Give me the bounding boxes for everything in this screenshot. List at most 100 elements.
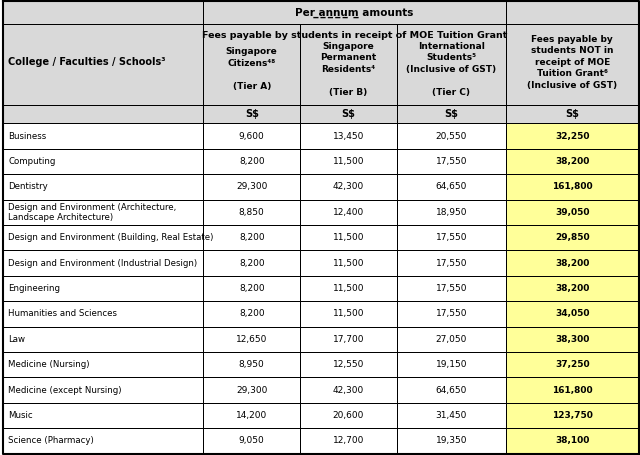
Bar [204,250,300,276]
Text: 38,200: 38,200 [555,284,589,293]
Text: 11,500: 11,500 [333,309,364,318]
Bar [506,149,639,174]
Bar [397,174,506,200]
Text: 9,600: 9,600 [239,131,264,141]
Text: Design and Environment (Industrial Design): Design and Environment (Industrial Desig… [8,258,198,268]
Bar [3,225,204,250]
Bar [3,276,204,301]
Text: 13,450: 13,450 [333,131,364,141]
Bar [3,105,204,123]
Text: Singapore
Permanent
Residents⁴

(Tier B): Singapore Permanent Residents⁴ (Tier B) [320,42,376,96]
Text: S$: S$ [565,109,579,119]
Bar [397,250,506,276]
Text: 123,750: 123,750 [552,411,593,420]
Text: Music: Music [8,411,33,420]
Bar [204,225,300,250]
Bar [3,200,204,225]
Text: 38,300: 38,300 [555,335,589,344]
Bar [506,327,639,352]
Text: S$: S$ [244,109,259,119]
Bar [204,200,300,225]
Bar [506,1,639,123]
Bar [204,24,300,105]
Bar [204,105,300,123]
Text: 39,050: 39,050 [555,208,589,217]
Bar [300,123,397,149]
Bar [506,174,639,200]
Text: Science (Pharmacy): Science (Pharmacy) [8,436,94,445]
Text: 17,700: 17,700 [333,335,364,344]
Bar [300,200,397,225]
Text: 12,550: 12,550 [333,360,364,369]
Bar [3,149,204,174]
Text: 8,950: 8,950 [239,360,264,369]
Text: 38,200: 38,200 [555,157,589,166]
Text: 27,050: 27,050 [436,335,467,344]
Text: Dentistry: Dentistry [8,182,48,192]
Bar [204,428,300,454]
Bar [506,105,639,123]
Bar [204,327,300,352]
Bar [204,352,300,377]
Bar [300,377,397,403]
Text: 11,500: 11,500 [333,157,364,166]
Bar [300,352,397,377]
Text: 18,950: 18,950 [435,208,467,217]
Text: S$: S$ [341,109,355,119]
Bar [204,123,300,149]
Bar [300,276,397,301]
Text: S$: S$ [444,109,458,119]
Bar [300,1,397,24]
Text: Humanities and Sciences: Humanities and Sciences [8,309,117,318]
Bar [397,301,506,327]
Text: 11,500: 11,500 [333,284,364,293]
Text: 38,100: 38,100 [555,436,589,445]
Bar [397,149,506,174]
Bar [300,250,397,276]
Text: 64,650: 64,650 [436,385,467,394]
Text: 64,650: 64,650 [436,182,467,192]
Bar [397,1,506,24]
Bar [506,276,639,301]
Text: 161,800: 161,800 [552,385,593,394]
Text: College / Faculties / Schools³: College / Faculties / Schools³ [8,57,166,67]
Text: 32,250: 32,250 [555,131,589,141]
Text: Medicine (except Nursing): Medicine (except Nursing) [8,385,122,394]
Bar [300,105,397,123]
Bar [397,225,506,250]
Bar [397,276,506,301]
Bar [300,174,397,200]
Text: 8,200: 8,200 [239,309,264,318]
Bar [3,377,204,403]
Text: Engineering: Engineering [8,284,60,293]
Text: 17,550: 17,550 [435,284,467,293]
Text: Fees payable by
students NOT in
receipt of MOE
Tuition Grant⁶
(Inclusive of GST): Fees payable by students NOT in receipt … [527,35,618,90]
Text: Medicine (Nursing): Medicine (Nursing) [8,360,90,369]
Bar [506,377,639,403]
Text: 8,200: 8,200 [239,284,264,293]
Bar [397,200,506,225]
Text: 8,200: 8,200 [239,258,264,268]
Bar [506,250,639,276]
Bar [3,352,204,377]
Bar [204,149,300,174]
Bar [204,403,300,428]
Text: 42,300: 42,300 [333,385,364,394]
Text: 29,300: 29,300 [236,385,268,394]
Bar [397,403,506,428]
Text: 34,050: 34,050 [555,309,589,318]
Bar [300,403,397,428]
Text: 17,550: 17,550 [435,157,467,166]
Bar [204,276,300,301]
Text: Design and Environment (Building, Real Estate): Design and Environment (Building, Real E… [8,233,214,242]
Text: 9,050: 9,050 [239,436,264,445]
Bar [3,250,204,276]
Bar [3,403,204,428]
Text: Fees payable by students in receipt of MOE Tuition Grant: Fees payable by students in receipt of M… [202,31,508,40]
Text: Law: Law [8,335,26,344]
Bar [3,301,204,327]
Text: 17,550: 17,550 [435,258,467,268]
Bar [397,377,506,403]
Text: 11,500: 11,500 [333,258,364,268]
Text: 20,600: 20,600 [333,411,364,420]
